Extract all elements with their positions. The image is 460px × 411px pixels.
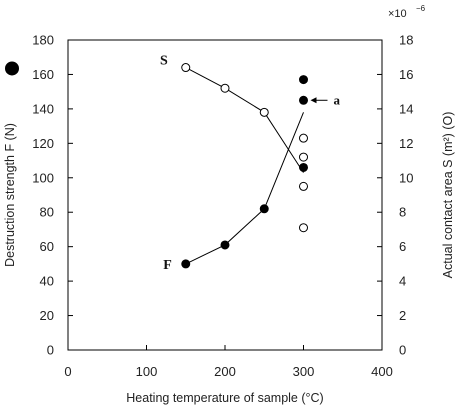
y-right-tick-label: 8 [399, 205, 406, 220]
y-right-tick-label: 4 [399, 274, 406, 289]
y-left-tick-label: 60 [40, 239, 54, 254]
y-left-filled-marker-key [5, 61, 19, 76]
y-left-tick-label: 160 [32, 67, 54, 82]
series-f-label: F [163, 258, 172, 273]
y-left-tick-label: 0 [47, 343, 54, 358]
series-s-label: S [160, 54, 168, 69]
annotation-a-label: a [334, 92, 341, 107]
x-tick-label: 100 [136, 364, 158, 379]
x-axis-title: Heating temperature of sample (°C) [126, 391, 323, 405]
y-left-tick-label: 140 [32, 101, 54, 116]
y-right-tick-label: 12 [399, 136, 413, 151]
y-right-tick-label: 14 [399, 101, 413, 116]
series-f-trend-line [185, 112, 304, 265]
y-axis-right-multiplier: ×10 [388, 8, 407, 20]
series-s-trend-line [185, 67, 304, 173]
series-s-point [181, 63, 191, 73]
x-tick-label: 0 [64, 364, 71, 379]
labels-layer: S Fa [5, 54, 341, 273]
series-f-point [299, 162, 308, 172]
series-f-point [259, 204, 269, 214]
series-s-point [299, 181, 308, 191]
y-left-tick-label: 120 [32, 136, 54, 151]
y-right-tick-label: 18 [399, 33, 413, 48]
annotation-arrow-head [310, 97, 317, 104]
y-right-tick-label: 0 [399, 343, 406, 358]
y-left-tick-label: 100 [32, 170, 54, 185]
series-f-point [299, 95, 308, 105]
y-right-tick-label: 16 [399, 67, 413, 82]
y-axis-right-multiplier-exponent: −6 [416, 4, 426, 13]
points-layer [181, 63, 308, 269]
y-right-tick-label: 6 [399, 239, 406, 254]
series-s-point [299, 133, 308, 143]
y-right-tick-label: 10 [399, 170, 413, 185]
y-axis-left-title: Destruction strength F (N) [3, 123, 17, 267]
series-s-point [259, 107, 269, 117]
series-s-point [299, 223, 308, 233]
y-left-tick-label: 80 [40, 205, 54, 220]
trend-layer [185, 67, 304, 265]
y-left-tick-label: 180 [32, 33, 54, 48]
series-s-point [299, 152, 308, 162]
y-left-tick-label: 40 [40, 274, 54, 289]
y-axis-right-title: Actual contact area S (m²) (O) [441, 112, 455, 279]
x-tick-label: 300 [293, 364, 315, 379]
series-f-point [220, 240, 230, 250]
x-tick-label: 200 [214, 364, 236, 379]
series-s-point [220, 83, 230, 93]
ticks-layer: 0 100 200 300 400 0 20 40 60 80 100 120 140 160 180 0 2 4… [32, 33, 413, 380]
y-right-tick-label: 2 [399, 308, 406, 323]
series-f-point [299, 75, 308, 85]
series-f-point [181, 259, 191, 269]
x-tick-label: 400 [371, 364, 393, 379]
y-left-tick-label: 20 [40, 308, 54, 323]
